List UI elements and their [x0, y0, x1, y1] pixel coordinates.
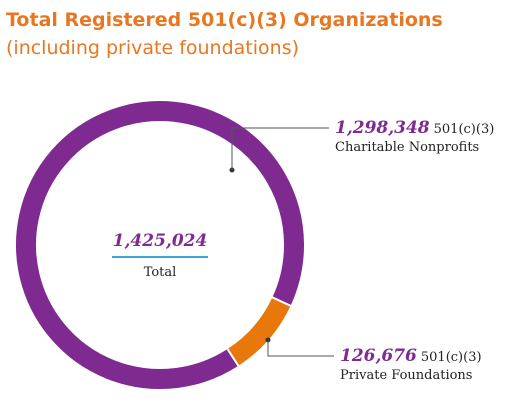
value-unit: 501(c)(3) — [434, 122, 495, 137]
category-label: Charitable Nonprofits — [335, 140, 479, 155]
total-value: 1,425,024 — [113, 231, 208, 251]
value-number: 126,676 — [340, 346, 417, 366]
value-label: 126,676 501(c)(3) — [340, 346, 482, 366]
leader-line — [267, 340, 334, 357]
leader-line — [231, 127, 329, 170]
donut-slice — [225, 295, 293, 368]
value-unit: 501(c)(3) — [421, 350, 482, 365]
chart-subtitle: (including private foundations) — [6, 37, 299, 59]
value-label: 1,298,348 501(c)(3) — [335, 118, 494, 138]
category-label: Private Foundations — [340, 368, 472, 383]
donut — [14, 99, 306, 391]
chart-title: Total Registered 501(c)(3) Organizations — [6, 9, 443, 31]
value-number: 1,298,348 — [335, 118, 430, 138]
donut-slice — [14, 99, 306, 391]
total-caption: Total — [144, 265, 177, 280]
